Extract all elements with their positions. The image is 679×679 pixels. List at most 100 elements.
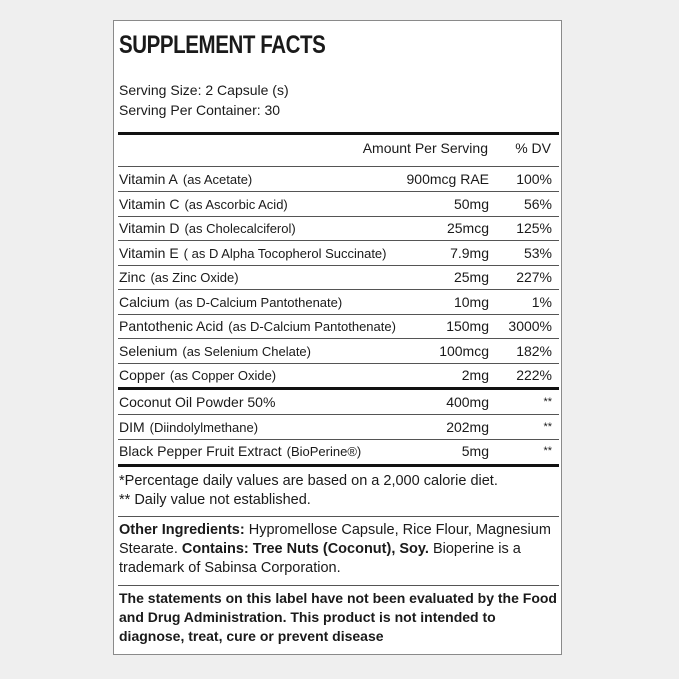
divider [118, 585, 559, 586]
nutrient-dv: ** [543, 396, 552, 408]
nutrient-name: Black Pepper Fruit Extract (BioPerine®) [119, 439, 361, 464]
nutrient-row: Vitamin E( as D Alpha Tocopherol Succina… [118, 241, 559, 265]
nutrient-source: (as Zinc Oxide) [150, 270, 239, 285]
nutrient-source: (as Selenium Chelate) [182, 343, 311, 359]
nutrient-amount: 100mcg [439, 342, 489, 359]
nutrient-dv: 56% [523, 195, 552, 212]
nutrient-label: Selenium [119, 342, 178, 359]
nutrient-label: Copper [119, 367, 165, 383]
nutrient-dv: 182% [516, 342, 552, 359]
nutrient-source: (as Ascorbic Acid) [184, 196, 288, 212]
nutrient-source: (Diindolylmethane) [149, 419, 259, 435]
serving-size: Serving Size: 2 Capsule (s) [119, 82, 289, 98]
nutrient-source: (as Copper Oxide) [169, 368, 277, 383]
nutrient-amount: 150mg [446, 318, 489, 334]
nutrient-amount: 7.9mg [450, 244, 489, 261]
nutrient-dv: 222% [516, 367, 552, 383]
nutrient-name: DIM (Diindolylmethane) [119, 415, 258, 440]
nutrient-name: Vitamin A (as Acetate) [119, 167, 252, 192]
amount-header: Amount Per Serving [362, 140, 488, 156]
nutrient-row: Coconut Oil Powder 50% 400mg ** [118, 390, 559, 414]
nutrient-source: (as Acetate) [182, 172, 253, 187]
contains-label: Contains: Tree Nuts (Coconut), Soy. [181, 541, 429, 557]
divider [118, 215, 559, 217]
footnote-not-established: ** Daily value not established. [119, 492, 311, 508]
nutrient-label: Vitamin C [119, 195, 180, 212]
nutrient-dv: 227% [516, 269, 552, 285]
nutrient-row: Vitamin C (as Ascorbic Acid) 50mg 56% [118, 192, 559, 216]
divider [118, 191, 559, 192]
nutrient-amount: 5mg [461, 443, 489, 459]
nutrient-label: Vitamin E [119, 244, 179, 261]
other-ingredients-text: Hypromellose Capsule, Rice Flour, Magnes… [119, 522, 551, 557]
nutrient-row: Calcium (as D-Calcium Pantothenate) 10mg 1% [118, 290, 559, 314]
nutrient-amount: 25mg [453, 269, 489, 285]
nutrient-label: Zinc [119, 269, 146, 285]
servings-per-container: Serving Per Container: 30 [119, 102, 281, 118]
nutrient-name: Zinc (as Zinc Oxide) [119, 265, 239, 290]
nutrient-row: DIM (Diindolylmethane) 202mg ** [118, 415, 559, 439]
nutrient-label: Vitamin A [119, 171, 178, 187]
divider [118, 240, 559, 241]
nutrient-name: Vitamin D (as Cholecalciferol) [119, 216, 296, 241]
nutrient-row: Selenium (as Selenium Chelate) 100mcg 182% [118, 339, 559, 363]
nutrient-source: (BioPerine®) [286, 444, 362, 459]
nutrient-amount: 900mcg RAE [406, 171, 489, 187]
supplement-facts-panel: SUPPLEMENT FACTS Serving Size: 2 Capsule… [113, 20, 562, 655]
divider [118, 516, 559, 517]
nutrient-dv: 3000% [508, 318, 552, 334]
divider [118, 338, 559, 339]
divider [118, 387, 559, 390]
divider [118, 438, 559, 440]
nutrient-amount: 400mg [446, 394, 489, 410]
nutrient-name: Pantothenic Acid (as D-Calcium Pantothena… [119, 314, 396, 339]
nutrient-row: Black Pepper Fruit Extract (BioPerine®) 5m… [118, 439, 559, 463]
dv-header: % DV [515, 140, 551, 156]
nutrient-label: Black Pepper Fruit Extract [119, 443, 282, 459]
nutrient-name: Calcium (as D-Calcium Pantothenate) [119, 290, 342, 315]
divider [118, 289, 559, 290]
nutrient-dv: ** [543, 420, 552, 433]
nutrient-dv: 53% [523, 244, 552, 261]
nutrient-amount: 202mg [446, 418, 489, 435]
nutrient-label: Calcium [119, 293, 170, 310]
nutrient-name: Vitamin C (as Ascorbic Acid) [119, 192, 288, 217]
nutrient-source: ( as D Alpha Tocopherol Succinate) [183, 245, 387, 261]
divider [118, 362, 559, 364]
nutrient-name: Vitamin E( as D Alpha Tocopherol Succina… [119, 241, 387, 266]
nutrient-source: (as D-Calcium Pantothenate) [174, 294, 343, 310]
other-ingredients: Other Ingredients: Hypromellose Capsule,… [119, 521, 561, 578]
nutrient-label: Pantothenic Acid [119, 318, 224, 334]
nutrient-row: Vitamin D (as Cholecalciferol) 25mcg 125% [118, 216, 559, 240]
nutrient-dv: ** [543, 445, 552, 457]
nutrient-row: Copper (as Copper Oxide) 2mg 222% [118, 363, 559, 387]
nutrient-row: Zinc (as Zinc Oxide) 25mg 227% [118, 265, 559, 289]
title: SUPPLEMENT FACTS [119, 31, 326, 59]
divider [118, 264, 559, 266]
nutrient-source: (as D-Calcium Pantothenate) [228, 319, 396, 334]
nutrient-label: DIM [119, 418, 145, 435]
nutrient-amount: 2mg [461, 367, 489, 383]
nutrient-name: Coconut Oil Powder 50% [119, 390, 280, 415]
footnote-dv: *Percentage daily values are based on a … [119, 473, 498, 489]
divider [118, 166, 559, 167]
nutrient-dv: 125% [516, 220, 552, 236]
trademark-text: Bioperine is a trademark of Sabinsa Corp… [119, 541, 521, 576]
nutrient-row: Pantothenic Acid (as D-Calcium Pantothena… [118, 314, 559, 338]
nutrient-amount: 25mcg [446, 220, 489, 236]
nutrient-amount: 10mg [453, 293, 489, 310]
nutrient-dv: 100% [516, 171, 552, 187]
nutrient-amount: 50mg [453, 195, 489, 212]
divider [118, 464, 559, 467]
divider [118, 313, 559, 315]
nutrient-label: Vitamin D [119, 220, 180, 236]
other-ingredients-label: Other Ingredients: [119, 522, 245, 538]
divider [118, 132, 559, 135]
nutrient-label: Coconut Oil Powder 50% [119, 394, 276, 410]
nutrient-dv: 1% [531, 293, 552, 310]
nutrient-source: (as Cholecalciferol) [184, 221, 296, 236]
nutrient-name: Copper (as Copper Oxide) [119, 363, 276, 388]
nutrient-row: Vitamin A (as Acetate) 900mcg RAE 100% [118, 167, 559, 191]
divider [118, 414, 559, 415]
nutrient-name: Selenium (as Selenium Chelate) [119, 339, 311, 364]
